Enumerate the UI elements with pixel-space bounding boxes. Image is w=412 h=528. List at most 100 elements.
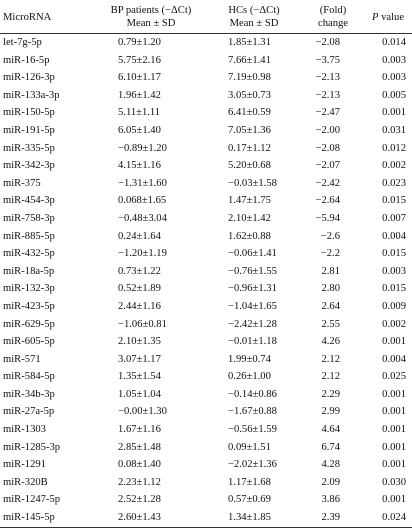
cell-mirna: miR-126-3p [3,72,55,84]
table-row: miR-885-5p 0.24±1.64 1.62±0.88 −2.6 0.004 [0,228,412,246]
cell-p-value: 0.009 [382,300,406,312]
cell-mirna: miR-1247-5p [3,494,61,506]
table-row: miR-454-3p 0.068±1.65 1.47±1.75 −2.64 0.015 [0,192,412,210]
table-row: miR-1285-3p 2.85±1.48 0.09±1.51 6.74 0.001 [0,439,412,457]
cell-p-value: 0.023 [382,177,406,189]
cell-hc-mean-sd: −2.42±1.28 [228,318,277,330]
table-row: miR-133a-3p 1.96±1.42 3.05±0.73 −2.13 0.005 [0,87,412,105]
cell-p-value: 0.001 [382,424,406,436]
cell-bp-mean-sd: 5.11±1.11 [118,107,161,119]
cell-p-value: 0.015 [382,283,406,295]
cell-p-value: 0.004 [382,353,406,365]
cell-bp-mean-sd: 2.10±1.35 [118,336,161,348]
cell-bp-mean-sd: −0.48±3.04 [118,212,167,224]
cell-fold-change: −2.42 [315,177,340,189]
cell-mirna: miR-27a-5p [3,406,55,418]
cell-fold-change: −2.6 [320,230,340,242]
table-row: miR-605-5p 2.10±1.35 −0.01±1.18 4.26 0.001 [0,333,412,351]
cell-p-value: 0.005 [382,89,406,101]
cell-p-value: 0.015 [382,248,406,260]
cell-bp-mean-sd: 0.24±1.64 [118,230,161,242]
cell-mirna: miR-885-5p [3,230,55,242]
cell-fold-change: 2.80 [321,283,340,295]
table-row: let-7g-5p 0.79±1.20 1.85±1.31 −2.08 0.014 [0,34,412,52]
cell-hc-mean-sd: 0.26±1.00 [228,371,271,383]
cell-fold-change: −2.2 [320,248,340,260]
cell-mirna: miR-16-5p [3,54,50,66]
cell-hc-mean-sd: 0.57±0.69 [228,494,271,506]
cell-fold-change: −3.75 [315,54,340,66]
cell-hc-mean-sd: 0.09±1.51 [228,441,271,453]
cell-bp-mean-sd: 6.10±1.17 [118,72,161,84]
table-row: miR-320B 2.23±1.12 1.17±1.68 2.09 0.030 [0,474,412,492]
cell-p-value: 0.004 [382,230,406,242]
cell-mirna: miR-423-5p [3,300,55,312]
cell-mirna: miR-18a-5p [3,265,55,277]
cell-p-value: 0.001 [382,336,406,348]
cell-mirna: miR-191-5p [3,124,55,136]
cell-mirna: miR-320B [3,476,48,488]
cell-mirna: miR-629-5p [3,318,55,330]
table-row: miR-27a-5p −0.00±1.30 −1.67±0.88 2.99 0.001 [0,403,412,421]
cell-fold-change: −2.47 [315,107,340,119]
cell-mirna: miR-150-5p [3,107,55,119]
cell-p-value: 0.002 [382,318,406,330]
cell-fold-change: −2.00 [315,124,340,136]
cell-bp-mean-sd: 1.05±1.04 [118,388,161,400]
cell-bp-mean-sd: 0.52±1.89 [118,283,161,295]
table-row: miR-629-5p −1.06±0.81 −2.42±1.28 2.55 0.002 [0,316,412,334]
cell-fold-change: 2.29 [321,388,340,400]
cell-hc-mean-sd: 5.20±0.68 [228,160,271,172]
cell-p-value: 0.031 [382,124,406,136]
cell-hc-mean-sd: −0.96±1.31 [228,283,277,295]
table-row: miR-1247-5p 2.52±1.28 0.57±0.69 3.86 0.001 [0,491,412,509]
table-row: miR-432-5p −1.20±1.19 −0.06±1.41 −2.2 0.015 [0,245,412,263]
header-fold-line2: change [318,18,348,29]
cell-bp-mean-sd: 2.52±1.28 [118,494,161,506]
table-row: miR-34b-3p 1.05±1.04 −0.14±0.86 2.29 0.001 [0,386,412,404]
cell-bp-mean-sd: 1.96±1.42 [118,89,161,101]
cell-p-value: 0.001 [382,388,406,400]
table-row: miR-571 3.07±1.17 1.99±0.74 2.12 0.004 [0,351,412,369]
cell-bp-mean-sd: 3.07±1.17 [118,353,161,365]
cell-fold-change: 4.64 [321,424,340,436]
table-body: let-7g-5p 0.79±1.20 1.85±1.31 −2.08 0.014 miR… [0,34,412,528]
table-row: miR-375 −1.31±1.60 −0.03±1.58 −2.42 0.023 [0,175,412,193]
header-bp-line1: BP patients (−ΔCt) [110,5,192,16]
cell-hc-mean-sd: −0.03±1.58 [228,177,277,189]
cell-hc-mean-sd: −1.67±0.88 [228,406,277,418]
cell-hc-mean-sd: 1.17±1.68 [228,476,271,488]
header-bp-patients: BP patients (−ΔCt) Mean ± SD [96,0,206,34]
cell-p-value: 0.014 [382,37,406,48]
header-hc-line1: HCs (−ΔCt) [228,5,280,16]
header-p-italic: P [371,11,379,23]
cell-bp-mean-sd: 0.068±1.65 [118,195,167,207]
cell-bp-mean-sd: 6.05±1.40 [118,124,161,136]
cell-p-value: 0.025 [382,371,406,383]
cell-hc-mean-sd: −2.02±1.36 [228,459,277,471]
cell-p-value: 0.002 [382,160,406,172]
cell-hc-mean-sd: −1.04±1.65 [228,300,277,312]
cell-fold-change: −2.08 [315,37,340,48]
cell-fold-change: 6.74 [321,441,340,453]
cell-fold-change: 2.99 [321,406,340,418]
cell-bp-mean-sd: −1.06±0.81 [118,318,167,330]
cell-hc-mean-sd: −0.14±0.86 [228,388,277,400]
cell-mirna: miR-454-3p [3,195,55,207]
table-row: miR-145-5p 2.60±1.43 1.34±1.85 2.39 0.024 [0,509,412,528]
cell-mirna: miR-1303 [3,424,46,436]
cell-bp-mean-sd: 2.44±1.16 [118,300,161,312]
cell-fold-change: −2.13 [315,72,340,84]
cell-mirna: miR-1285-3p [3,441,61,453]
cell-mirna: miR-34b-3p [3,388,55,400]
cell-p-value: 0.001 [382,459,406,471]
cell-hc-mean-sd: 0.17±1.12 [228,142,271,154]
cell-fold-change: 3.86 [321,494,340,506]
cell-hc-mean-sd: −0.56±1.59 [228,424,277,436]
cell-mirna: let-7g-5p [3,37,42,48]
cell-fold-change: 2.39 [302,509,364,528]
cell-fold-change: −2.07 [315,160,340,172]
header-fold-line1: (Fold) [319,5,347,16]
